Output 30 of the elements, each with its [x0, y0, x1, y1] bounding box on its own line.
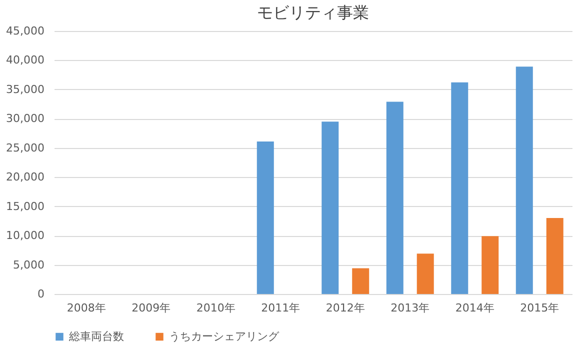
bar — [416, 254, 434, 294]
bar — [546, 218, 564, 294]
chart-title: モビリティ事業 — [257, 3, 369, 22]
bar — [352, 268, 370, 294]
y-tick-label: 10,000 — [6, 229, 44, 242]
x-tick-label: 2015年 — [520, 302, 560, 314]
x-tick-label: 2013年 — [390, 302, 430, 314]
y-tick-label: 40,000 — [6, 54, 44, 67]
x-tick-label: 2010年 — [196, 302, 236, 314]
x-tick-label: 2009年 — [132, 302, 171, 314]
y-tick-label: 45,000 — [6, 24, 44, 38]
x-tick-label: 2011年 — [261, 302, 300, 314]
bar — [322, 122, 339, 294]
y-tick-label: 20,000 — [6, 170, 44, 184]
legend-label: 総車両台数 — [68, 330, 124, 343]
y-tick-label: 0 — [38, 288, 44, 300]
x-tick-label: 2008年 — [66, 302, 106, 314]
y-tick-label: 35,000 — [6, 82, 44, 96]
bar — [256, 141, 274, 294]
x-tick-label: 2012年 — [326, 302, 365, 314]
y-tick-label: 15,000 — [6, 200, 44, 213]
bar — [482, 236, 499, 294]
x-tick-label: 2014年 — [455, 302, 494, 314]
legend-label: うちカーシェアリング — [169, 330, 280, 343]
y-tick-label: 25,000 — [6, 141, 44, 154]
bar — [386, 102, 404, 294]
y-tick-label: 30,000 — [6, 112, 44, 126]
y-tick-label: 5,000 — [13, 258, 44, 272]
bar — [516, 66, 533, 294]
bar — [451, 82, 468, 294]
